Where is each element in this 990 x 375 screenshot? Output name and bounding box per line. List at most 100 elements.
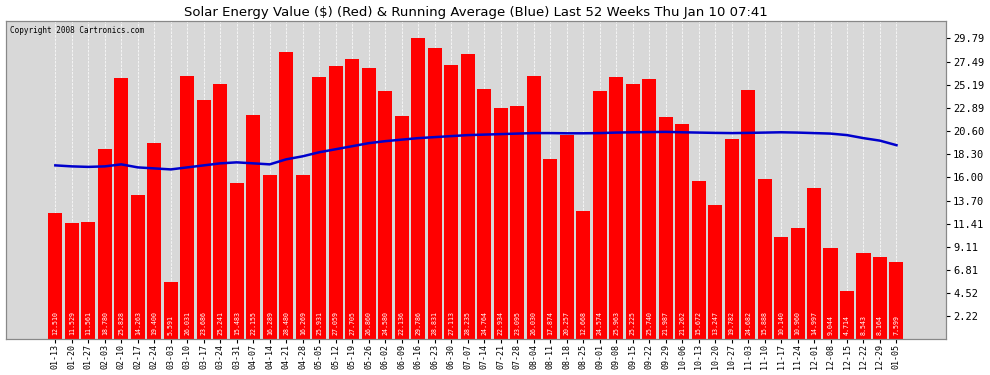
Bar <box>856 253 870 339</box>
Bar <box>742 90 755 339</box>
Text: Copyright 2008 Cartronics.com: Copyright 2008 Cartronics.com <box>10 26 145 35</box>
Bar <box>494 108 508 339</box>
Bar <box>477 89 491 339</box>
Bar <box>757 178 771 339</box>
Bar <box>131 195 145 339</box>
Text: 20.257: 20.257 <box>563 311 569 335</box>
Bar <box>262 174 277 339</box>
Text: 13.247: 13.247 <box>712 311 718 335</box>
Text: 16.269: 16.269 <box>300 311 306 335</box>
Bar <box>180 76 194 339</box>
Bar <box>312 77 327 339</box>
Bar <box>593 91 607 339</box>
Text: 28.480: 28.480 <box>283 311 289 335</box>
Bar <box>247 116 260 339</box>
Text: 25.931: 25.931 <box>316 311 322 335</box>
Text: 25.828: 25.828 <box>118 311 125 335</box>
Bar <box>378 91 392 339</box>
Bar <box>708 205 722 339</box>
Bar <box>544 159 557 339</box>
Text: 15.483: 15.483 <box>234 311 240 335</box>
Text: 28.235: 28.235 <box>464 311 470 335</box>
Text: 8.543: 8.543 <box>860 315 866 335</box>
Text: 19.400: 19.400 <box>151 311 157 335</box>
Text: 27.059: 27.059 <box>333 311 339 335</box>
Bar <box>840 291 854 339</box>
Text: 24.682: 24.682 <box>745 311 751 335</box>
Bar <box>148 143 161 339</box>
Text: 27.113: 27.113 <box>448 311 454 335</box>
Bar <box>64 223 79 339</box>
Bar <box>49 213 62 339</box>
Text: 26.030: 26.030 <box>531 311 537 335</box>
Bar <box>296 175 310 339</box>
Text: 22.155: 22.155 <box>250 311 256 335</box>
Title: Solar Energy Value ($) (Red) & Running Average (Blue) Last 52 Weeks Thu Jan 10 0: Solar Energy Value ($) (Red) & Running A… <box>184 6 768 18</box>
Bar <box>510 106 524 339</box>
Text: 5.591: 5.591 <box>167 315 174 335</box>
Bar <box>279 52 293 339</box>
Text: 18.780: 18.780 <box>102 311 108 335</box>
Bar <box>774 237 788 339</box>
Text: 21.987: 21.987 <box>662 311 668 335</box>
Text: 15.672: 15.672 <box>696 311 702 335</box>
Bar <box>576 211 590 339</box>
Text: 15.888: 15.888 <box>761 311 767 335</box>
Text: 25.225: 25.225 <box>630 311 636 335</box>
Text: 24.764: 24.764 <box>481 311 487 335</box>
Bar <box>790 228 805 339</box>
Bar <box>675 124 689 339</box>
Bar <box>807 188 821 339</box>
Text: 25.963: 25.963 <box>613 311 619 335</box>
Text: 11.529: 11.529 <box>69 311 75 335</box>
Bar <box>889 262 904 339</box>
Text: 16.289: 16.289 <box>266 311 272 335</box>
Bar <box>411 38 425 339</box>
Bar <box>527 76 541 339</box>
Bar <box>658 117 672 339</box>
Bar <box>692 181 706 339</box>
Text: 17.874: 17.874 <box>547 311 553 335</box>
Text: 10.140: 10.140 <box>778 311 784 335</box>
Bar <box>725 140 739 339</box>
Text: 21.262: 21.262 <box>679 311 685 335</box>
Bar <box>460 54 474 339</box>
Bar <box>361 68 376 339</box>
Bar <box>114 78 129 339</box>
Text: 12.668: 12.668 <box>580 311 586 335</box>
Bar <box>445 65 458 339</box>
Text: 25.241: 25.241 <box>217 311 224 335</box>
Text: 12.510: 12.510 <box>52 311 58 335</box>
Bar <box>329 66 343 339</box>
Bar <box>643 79 656 339</box>
Text: 10.960: 10.960 <box>795 311 801 335</box>
Text: 11.561: 11.561 <box>85 311 91 335</box>
Text: 14.263: 14.263 <box>135 311 141 335</box>
Bar <box>81 222 95 339</box>
Bar <box>197 100 211 339</box>
Bar <box>346 59 359 339</box>
Text: 25.740: 25.740 <box>646 311 652 335</box>
Text: 24.574: 24.574 <box>597 311 603 335</box>
Bar <box>824 248 838 339</box>
Bar <box>230 183 244 339</box>
Text: 23.095: 23.095 <box>514 311 520 335</box>
Text: 19.782: 19.782 <box>729 311 735 335</box>
Text: 24.580: 24.580 <box>382 311 388 335</box>
Text: 29.786: 29.786 <box>415 311 421 335</box>
Text: 4.714: 4.714 <box>844 315 850 335</box>
Bar <box>609 77 623 339</box>
Bar <box>428 48 442 339</box>
Text: 26.860: 26.860 <box>365 311 371 335</box>
Bar <box>163 282 178 339</box>
Text: 27.705: 27.705 <box>349 311 355 335</box>
Bar <box>395 116 409 339</box>
Text: 22.136: 22.136 <box>399 311 405 335</box>
Bar <box>559 135 573 339</box>
Bar <box>626 84 640 339</box>
Text: 14.997: 14.997 <box>811 311 817 335</box>
Text: 23.686: 23.686 <box>201 311 207 335</box>
Text: 26.031: 26.031 <box>184 311 190 335</box>
Text: 22.934: 22.934 <box>498 311 504 335</box>
Text: 8.164: 8.164 <box>877 315 883 335</box>
